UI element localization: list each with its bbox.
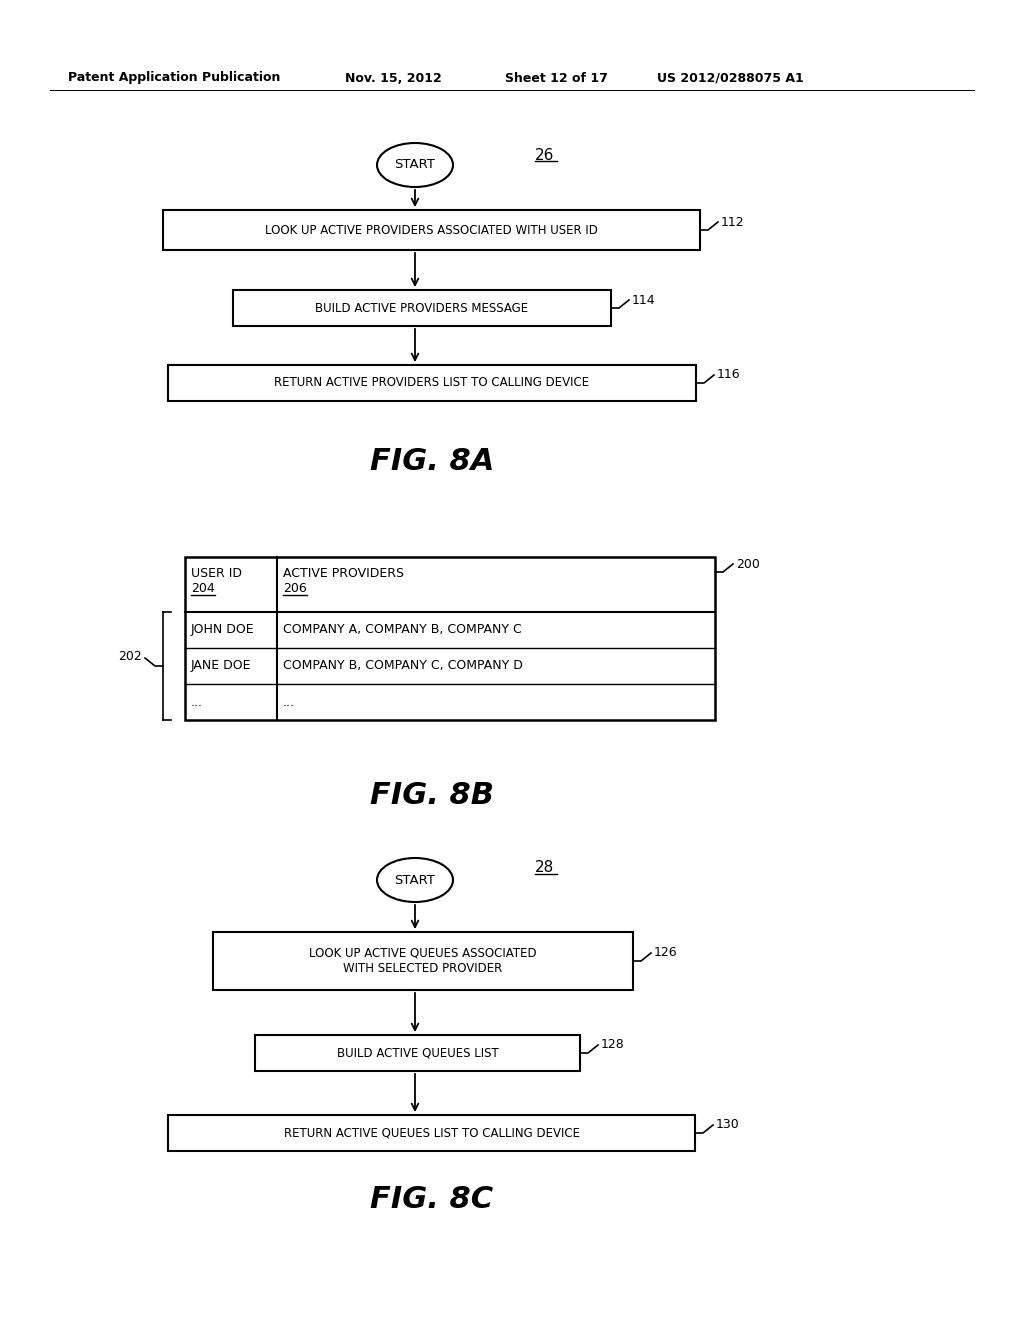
Text: COMPANY B, COMPANY C, COMPANY D: COMPANY B, COMPANY C, COMPANY D bbox=[283, 660, 523, 672]
Text: FIG. 8B: FIG. 8B bbox=[370, 780, 494, 809]
Text: JOHN DOE: JOHN DOE bbox=[191, 623, 255, 636]
Bar bbox=[168, 366, 696, 401]
Bar bbox=[185, 557, 715, 719]
Text: FIG. 8C: FIG. 8C bbox=[371, 1185, 494, 1214]
Text: ...: ... bbox=[191, 696, 203, 709]
Text: START: START bbox=[394, 158, 435, 172]
Text: Nov. 15, 2012: Nov. 15, 2012 bbox=[345, 71, 441, 84]
Text: 26: 26 bbox=[535, 148, 554, 162]
Text: 28: 28 bbox=[535, 861, 554, 875]
Text: JANE DOE: JANE DOE bbox=[191, 660, 252, 672]
Text: BUILD ACTIVE QUEUES LIST: BUILD ACTIVE QUEUES LIST bbox=[337, 1047, 499, 1060]
Text: Patent Application Publication: Patent Application Publication bbox=[68, 71, 281, 84]
Ellipse shape bbox=[377, 143, 453, 187]
Text: 204: 204 bbox=[191, 582, 215, 595]
Text: ACTIVE PROVIDERS: ACTIVE PROVIDERS bbox=[283, 568, 404, 579]
Text: Sheet 12 of 17: Sheet 12 of 17 bbox=[505, 71, 608, 84]
Bar bbox=[213, 932, 633, 990]
Text: COMPANY A, COMPANY B, COMPANY C: COMPANY A, COMPANY B, COMPANY C bbox=[283, 623, 522, 636]
Text: US 2012/0288075 A1: US 2012/0288075 A1 bbox=[657, 71, 804, 84]
Text: 114: 114 bbox=[632, 293, 655, 306]
Text: LOOK UP ACTIVE QUEUES ASSOCIATED
WITH SELECTED PROVIDER: LOOK UP ACTIVE QUEUES ASSOCIATED WITH SE… bbox=[309, 946, 537, 975]
Text: 200: 200 bbox=[736, 557, 760, 570]
Text: FIG. 8A: FIG. 8A bbox=[370, 447, 495, 477]
Bar bbox=[163, 210, 700, 249]
Bar bbox=[255, 1035, 580, 1071]
Text: 128: 128 bbox=[601, 1039, 625, 1052]
Text: 206: 206 bbox=[283, 582, 307, 595]
Text: USER ID: USER ID bbox=[191, 568, 242, 579]
Text: 126: 126 bbox=[654, 946, 678, 960]
Text: LOOK UP ACTIVE PROVIDERS ASSOCIATED WITH USER ID: LOOK UP ACTIVE PROVIDERS ASSOCIATED WITH… bbox=[265, 223, 598, 236]
Text: 112: 112 bbox=[721, 215, 744, 228]
Text: RETURN ACTIVE PROVIDERS LIST TO CALLING DEVICE: RETURN ACTIVE PROVIDERS LIST TO CALLING … bbox=[274, 376, 590, 389]
Text: RETURN ACTIVE QUEUES LIST TO CALLING DEVICE: RETURN ACTIVE QUEUES LIST TO CALLING DEV… bbox=[284, 1126, 580, 1139]
Text: ...: ... bbox=[283, 696, 295, 709]
Text: BUILD ACTIVE PROVIDERS MESSAGE: BUILD ACTIVE PROVIDERS MESSAGE bbox=[315, 301, 528, 314]
Bar bbox=[168, 1115, 695, 1151]
Text: 116: 116 bbox=[717, 368, 740, 381]
Text: 130: 130 bbox=[716, 1118, 739, 1131]
Text: START: START bbox=[394, 874, 435, 887]
Ellipse shape bbox=[377, 858, 453, 902]
Text: 202: 202 bbox=[118, 649, 142, 663]
Bar bbox=[233, 290, 611, 326]
